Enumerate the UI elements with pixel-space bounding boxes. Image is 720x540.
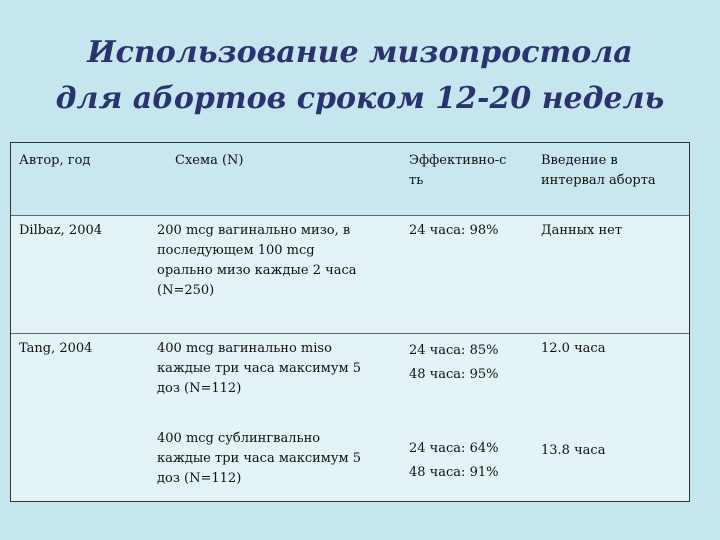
header-efficacy: Эффективно-с ть xyxy=(409,151,531,191)
table-row: Tang, 2004 400 mcg вагинально miso кажды… xyxy=(11,333,689,501)
row1-efficacy-line: 24 часа: 98% xyxy=(409,223,499,238)
row1-scheme-line: (N=250) xyxy=(157,283,215,298)
row2-scheme-b-line: каждые три часа максимум 5 xyxy=(157,451,362,466)
row2-scheme-a-line: 400 mcg вагинально miso xyxy=(157,341,332,356)
row2-interval-a: 12.0 часа xyxy=(541,341,606,356)
row2-scheme-b-line: доз (N=112) xyxy=(157,471,242,486)
row2-scheme-b-line: 400 mcg сублингвально xyxy=(157,431,321,446)
header-scheme: Схема (N) xyxy=(175,153,244,168)
row2-interval-b: 13.8 часа xyxy=(541,443,606,458)
results-table: Автор, год Схема (N) Эффективно-с ть Вве… xyxy=(10,142,690,502)
row2-scheme-b: 400 mcg сублингвально каждые три часа ма… xyxy=(157,429,389,489)
header-author: Автор, год xyxy=(19,153,91,168)
row2-scheme-a-line: доз (N=112) xyxy=(157,381,242,396)
title-line-1: Использование мизопростола xyxy=(87,35,633,70)
header-interval-line-2: интервал аборта xyxy=(541,173,656,188)
row2-efficacy-a: 24 часа: 85% 48 часа: 95% xyxy=(409,339,531,387)
row2-efficacy-a-line: 48 часа: 95% xyxy=(409,367,499,382)
row2-efficacy-b: 24 часа: 64% 48 часа: 91% xyxy=(409,437,531,485)
row2-author: Tang, 2004 xyxy=(19,341,93,356)
row1-author: Dilbaz, 2004 xyxy=(19,223,103,238)
header-efficacy-line-2: ть xyxy=(409,173,424,188)
slide-title: Использование мизопростола для абортов с… xyxy=(0,30,720,122)
row2-efficacy-b-line: 48 часа: 91% xyxy=(409,465,499,480)
row1-interval: Данных нет xyxy=(541,223,623,238)
row2-scheme-a: 400 mcg вагинально miso каждые три часа … xyxy=(157,339,389,399)
row1-scheme: 200 mcg вагинально мизо, в последующем 1… xyxy=(157,221,389,301)
table-header-row: Автор, год Схема (N) Эффективно-с ть Вве… xyxy=(11,143,689,216)
row1-efficacy: 24 часа: 98% xyxy=(409,221,531,241)
header-interval: Введение в интервал аборта xyxy=(541,151,687,191)
row2-efficacy-b-line: 24 часа: 64% xyxy=(409,441,499,456)
title-line-2: для абортов сроком 12-20 недель xyxy=(55,81,665,116)
header-efficacy-line-1: Эффективно-с xyxy=(409,153,507,168)
row1-scheme-line: 200 mcg вагинально мизо, в xyxy=(157,223,351,238)
row2-scheme-a-line: каждые три часа максимум 5 xyxy=(157,361,362,376)
row2-efficacy-a-line: 24 часа: 85% xyxy=(409,343,499,358)
header-interval-line-1: Введение в xyxy=(541,153,618,168)
row1-scheme-line: последующем 100 mcg xyxy=(157,243,315,258)
row1-scheme-line: орально мизо каждые 2 часа xyxy=(157,263,357,278)
table-row: Dilbaz, 2004 200 mcg вагинально мизо, в … xyxy=(11,215,689,334)
